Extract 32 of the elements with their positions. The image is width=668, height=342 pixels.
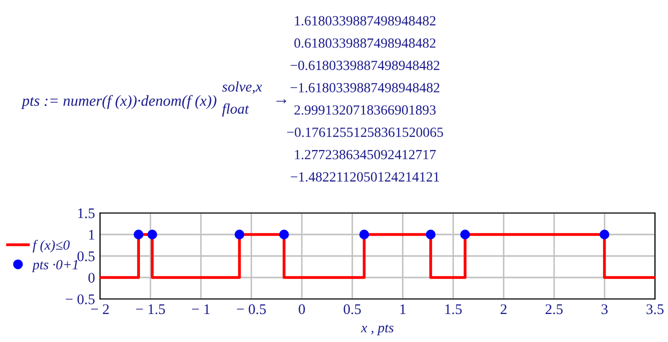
x-axis-title: x , pts: [360, 324, 394, 336]
text: 2.9991320718366901893: [294, 105, 436, 115]
legend-label: f (x)≤0: [32, 240, 70, 253]
text: −1.6180339887498948482: [290, 83, 440, 92]
y-tick-label: 1.5: [78, 208, 95, 218]
x-tick-label: 1.5: [445, 304, 462, 314]
y-tick-label: − 0.5: [66, 294, 95, 304]
x-tick-label: 0.5: [344, 304, 361, 314]
x-tick-label: − 1: [192, 304, 210, 314]
x-tick-label: 1: [400, 304, 406, 314]
x-tick-label: − 0.5: [237, 304, 266, 314]
text: 1.6180339887498948482: [295, 16, 436, 26]
x-tick-label: 2: [500, 304, 506, 314]
x-tick-label: 3: [602, 304, 608, 314]
text: solve,x: [222, 81, 262, 94]
x-tick-label: 2.5: [546, 304, 563, 314]
text: 0.6180339887498948482: [294, 38, 436, 48]
y-tick-label: 1: [89, 230, 94, 240]
x-tick-label: 0: [298, 304, 305, 314]
x-tick-label: 3.5: [646, 304, 664, 314]
y-tick-label: 0: [88, 272, 95, 283]
text: float: [222, 103, 250, 117]
text: −0.17612551258361520065: [287, 128, 444, 138]
x-tick-label: − 1.5: [136, 304, 165, 314]
text: →: [276, 99, 286, 104]
text: −0.6180339887498948482: [290, 60, 440, 70]
legend-label: pts ·0+1: [32, 260, 78, 272]
text: 1.2772386345092412717: [295, 150, 436, 160]
text: pts := numer(f (x))·denom(f (x)): [21, 94, 216, 110]
y-tick-label: 0.5: [77, 251, 95, 262]
text: −1.4822112050124214121: [290, 172, 440, 182]
x-tick-label: − 2: [91, 304, 109, 314]
